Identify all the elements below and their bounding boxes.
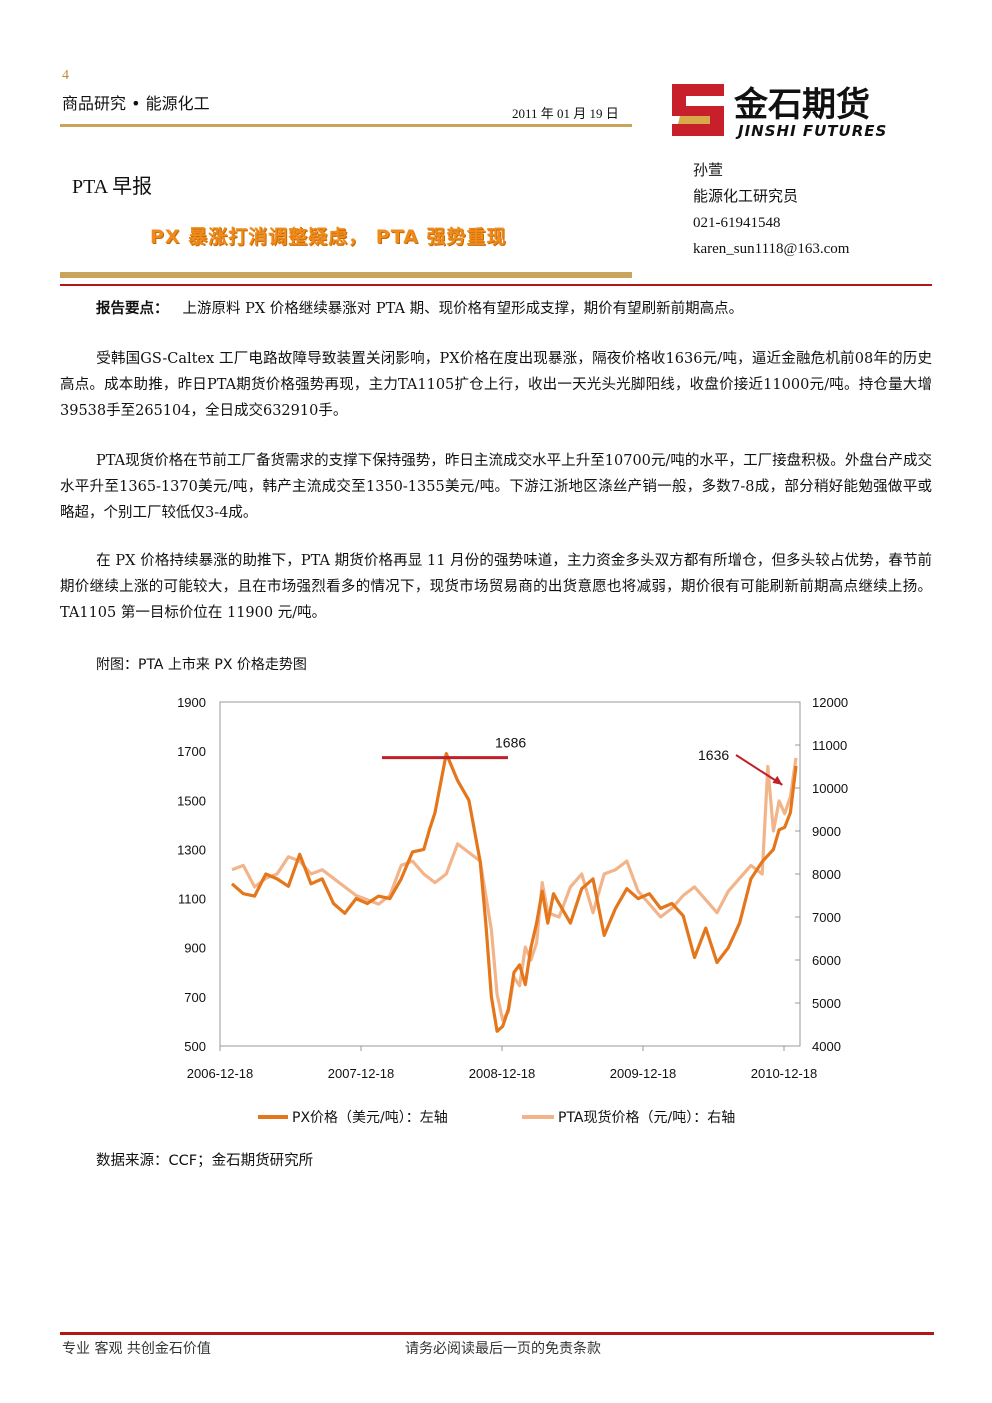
svg-text:金石期货: 金石期货 (733, 85, 870, 125)
author-phone: 021-61941548 (693, 215, 781, 231)
figure-caption: 附图：PTA 上市来 PX 价格走势图 (96, 657, 307, 673)
paragraph-2-text: PTA现货价格在节前工厂备货需求的支撑下保持强势，昨日主流成交水平上升至1070… (60, 453, 932, 521)
page-number: 4 (62, 68, 69, 83)
left-axis-tick-label: 900 (184, 941, 206, 956)
section-divider (60, 284, 932, 286)
svg-text:JINSHI FUTURES: JINSHI FUTURES (735, 122, 887, 140)
right-axis-tick-label: 8000 (812, 867, 841, 882)
key-points-label: 报告要点： (96, 300, 169, 317)
left-axis-tick-label: 500 (184, 1039, 206, 1054)
author-block: 孙萱 能源化工研究员 021-61941548 karen_sun1118@16… (693, 158, 849, 262)
report-subtitle: PX 暴涨打消调整疑虑， PTA 强势重现 (150, 226, 507, 248)
title-rule (60, 272, 632, 278)
pta-spot-series-line (231, 757, 798, 1022)
header-rule (60, 124, 632, 127)
x-axis-tick-label: 2008-12-18 (469, 1066, 536, 1081)
x-axis-tick-label: 2006-12-18 (187, 1066, 254, 1081)
left-axis-tick-label: 1700 (177, 744, 206, 759)
report-title: PTA 早报 (72, 176, 153, 198)
right-axis-tick-label: 6000 (812, 953, 841, 968)
px-price-series-line (230, 752, 798, 1033)
left-axis-tick-label: 1900 (177, 695, 206, 710)
annotation-1686: 1686 (495, 735, 526, 751)
right-axis-tick-label: 4000 (812, 1039, 841, 1054)
annotation-1636: 1636 (698, 747, 729, 763)
x-axis-tick-label: 2009-12-18 (610, 1066, 677, 1081)
right-axis-tick-label: 12000 (812, 695, 848, 710)
right-axis-tick-label: 10000 (812, 781, 848, 796)
paragraph-1-text: 受韩国GS-Caltex 工厂电路故障导致装置关闭影响，PX价格在度出现暴涨，隔… (60, 351, 932, 419)
footer-rule (60, 1332, 934, 1335)
footer-disclaimer-link[interactable]: 请务必阅读最后一页的免责条款 (405, 1341, 601, 1357)
data-source: 数据来源：CCF；金石期货研究所 (96, 1153, 314, 1169)
key-points: 报告要点： 上游原料 PX 价格继续暴涨对 PTA 期、现价格有望形成支撑，期价有… (60, 296, 932, 322)
left-axis-tick-label: 1500 (177, 793, 206, 808)
x-axis-tick-label: 2010-12-18 (751, 1066, 818, 1081)
right-axis-tick-label: 11000 (812, 738, 847, 753)
author-name: 孙萱 (693, 163, 724, 179)
paragraph-1: 受韩国GS-Caltex 工厂电路故障导致装置关闭影响，PX价格在度出现暴涨，隔… (60, 346, 932, 424)
company-logo: 金石期货 JINSHI FUTURES (668, 80, 898, 140)
report-date: 2011 年 01 月 19 日 (512, 106, 619, 121)
legend-label-px: PX价格（美元/吨）：左轴 (292, 1110, 448, 1126)
jinshi-logo-icon: 金石期货 JINSHI FUTURES (670, 82, 887, 140)
arrow-head-icon (772, 775, 783, 785)
right-axis-tick-label: 7000 (812, 910, 841, 925)
right-axis-tick-label: 5000 (812, 996, 841, 1011)
left-axis-tick-label: 1100 (178, 892, 206, 907)
chart-canvas: 1900 1700 1500 1300 1100 900 700 500 12000 11000… (177, 695, 848, 1126)
footer-slogan: 专业 客观 共创金石价值 (62, 1341, 211, 1357)
paragraph-3: 在 PX 价格持续暴涨的助推下，PTA 期货价格再显 11 月份的强势味道，主力… (60, 548, 932, 626)
left-axis-tick-label: 700 (184, 990, 206, 1005)
left-axis-tick-label: 1300 (177, 842, 206, 857)
author-email[interactable]: karen_sun1118@163.com (693, 241, 850, 257)
paragraph-3-text: 在 PX 价格持续暴涨的助推下，PTA 期货价格再显 11 月份的强势味道，主力… (60, 553, 932, 621)
key-points-text: 上游原料 PX 价格继续暴涨对 PTA 期、现价格有望形成支撑，期价有望刷新前期… (182, 301, 744, 317)
section-title: 商品研究 • 能源化工 (62, 94, 210, 113)
right-axis-tick-label: 9000 (812, 824, 841, 839)
x-axis-tick-label: 2007-12-18 (328, 1066, 395, 1081)
paragraph-2: PTA现货价格在节前工厂备货需求的支撑下保持强势，昨日主流成交水平上升至1070… (60, 448, 932, 526)
px-price-chart: 1900 1700 1500 1300 1100 900 700 500 12000 11000… (170, 685, 850, 1130)
author-role: 能源化工研究员 (693, 189, 799, 205)
legend-label-pta: PTA现货价格（元/吨）：右轴 (558, 1109, 735, 1126)
